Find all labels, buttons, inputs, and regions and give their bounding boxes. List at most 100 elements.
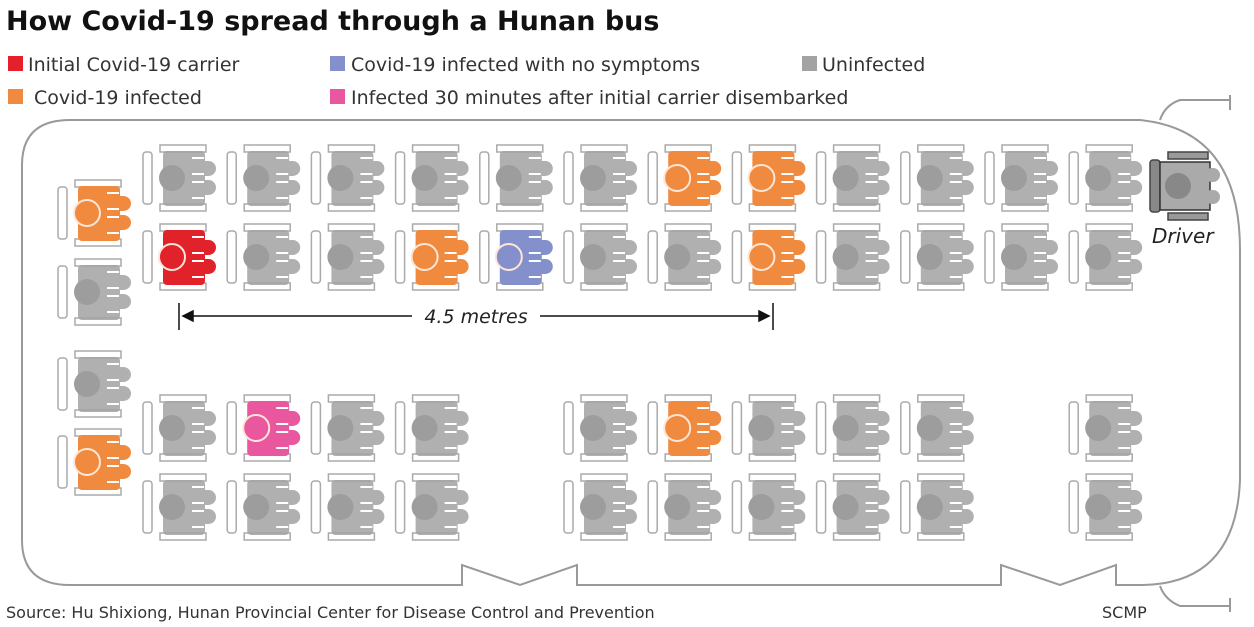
passenger-icon bbox=[494, 230, 553, 285]
legend-swatch-infected bbox=[8, 89, 23, 104]
seat-uninfected bbox=[731, 394, 806, 462]
passenger-icon bbox=[832, 480, 890, 535]
passenger-icon bbox=[663, 401, 722, 456]
passenger-icon bbox=[243, 480, 301, 535]
seat-uninfected bbox=[984, 144, 1058, 212]
passenger-icon bbox=[327, 480, 385, 535]
seat-uninfected bbox=[984, 223, 1058, 291]
seat-uninfected bbox=[900, 223, 974, 291]
page-title: How Covid-19 spread through a Hunan bus bbox=[6, 6, 659, 37]
passenger-icon bbox=[159, 401, 216, 456]
seat-uninfected bbox=[900, 144, 974, 212]
seat-asymptomatic bbox=[479, 223, 553, 291]
passenger-icon bbox=[74, 357, 131, 412]
seat-uninfected bbox=[647, 223, 722, 291]
legend-label-infected: Covid-19 infected bbox=[34, 87, 202, 109]
passenger-icon bbox=[159, 480, 216, 535]
seat-uninfected bbox=[563, 223, 637, 291]
seat-uninfected bbox=[57, 258, 131, 326]
seat-uninfected bbox=[1068, 144, 1143, 212]
seat-uninfected bbox=[900, 394, 974, 462]
passenger-icon bbox=[73, 186, 131, 241]
passenger-icon bbox=[495, 151, 553, 206]
passenger-icon bbox=[664, 230, 722, 285]
passenger-icon bbox=[1085, 151, 1143, 206]
passenger-icon bbox=[747, 151, 806, 206]
credit: SCMP bbox=[1102, 603, 1147, 622]
seat-uninfected bbox=[394, 144, 469, 212]
seat-uninfected bbox=[1068, 473, 1143, 541]
seat-uninfected bbox=[57, 350, 131, 418]
passenger-icon bbox=[411, 480, 469, 535]
passenger-icon bbox=[1085, 230, 1143, 285]
seat-uninfected bbox=[226, 144, 301, 212]
seat-uninfected bbox=[815, 394, 890, 462]
mirror-bottom bbox=[1159, 585, 1231, 612]
seat-uninfected bbox=[815, 473, 890, 541]
passenger-icon bbox=[411, 401, 469, 456]
passenger-icon bbox=[159, 151, 216, 206]
passenger-icon bbox=[1001, 151, 1058, 206]
seat-uninfected bbox=[563, 144, 637, 212]
passenger-icon bbox=[663, 151, 722, 206]
passenger-icon bbox=[73, 435, 131, 490]
seat-uninfected bbox=[900, 473, 974, 541]
seat-uninfected bbox=[563, 394, 637, 462]
legend-swatch-uninfected bbox=[802, 56, 817, 71]
seat-infected bbox=[731, 144, 806, 212]
seat-uninfected bbox=[815, 144, 890, 212]
seat-uninfected bbox=[731, 473, 806, 541]
passenger-icon bbox=[747, 230, 806, 285]
seat-uninfected bbox=[563, 473, 637, 541]
passenger-icon bbox=[748, 401, 806, 456]
seat-uninfected bbox=[1068, 394, 1143, 462]
mirror-top bbox=[1159, 95, 1231, 121]
passenger-icon bbox=[916, 230, 974, 285]
seat-infected bbox=[731, 223, 806, 291]
seat-uninfected bbox=[815, 223, 890, 291]
seat-uninfected bbox=[226, 223, 301, 291]
passenger-icon bbox=[916, 151, 974, 206]
distance-marker bbox=[178, 303, 774, 330]
seat-uninfected bbox=[647, 473, 722, 541]
passenger-icon bbox=[664, 480, 722, 535]
passenger-icon bbox=[580, 480, 637, 535]
seat-uninfected bbox=[142, 144, 216, 212]
seat-infected-after bbox=[226, 394, 301, 462]
passenger-icon bbox=[832, 230, 890, 285]
legend-swatch-asymptomatic bbox=[330, 56, 345, 71]
passenger-icon bbox=[748, 480, 806, 535]
seat-uninfected bbox=[142, 394, 216, 462]
seat-uninfected bbox=[394, 394, 469, 462]
legend-swatch-infected-after bbox=[330, 89, 345, 104]
seat-infected bbox=[647, 394, 722, 462]
passenger-icon bbox=[411, 151, 469, 206]
seat-initial-carrier bbox=[142, 223, 216, 291]
seat-infected bbox=[57, 179, 131, 247]
passenger-icon bbox=[410, 230, 469, 285]
passenger-icon bbox=[327, 151, 385, 206]
bus-outline bbox=[21, 95, 1241, 612]
seat-grid bbox=[57, 144, 1143, 541]
passenger-icon bbox=[243, 151, 301, 206]
passenger-icon bbox=[1001, 230, 1058, 285]
distance-label: 4.5 metres bbox=[424, 306, 527, 328]
seat-infected bbox=[647, 144, 722, 212]
passenger-icon bbox=[158, 230, 216, 285]
legend-label-infected-after: Infected 30 minutes after initial carrie… bbox=[351, 87, 848, 109]
passenger-icon bbox=[832, 151, 890, 206]
source-note: Source: Hu Shixiong, Hunan Provincial Ce… bbox=[6, 603, 655, 622]
driver-icon bbox=[1165, 173, 1191, 199]
seat-uninfected bbox=[310, 473, 385, 541]
seat-uninfected bbox=[1068, 223, 1143, 291]
passenger-icon bbox=[916, 401, 974, 456]
passenger-icon bbox=[327, 230, 385, 285]
driver-seat bbox=[1149, 151, 1220, 221]
passenger-icon bbox=[1085, 480, 1143, 535]
passenger-icon bbox=[243, 230, 301, 285]
seat-infected bbox=[57, 428, 131, 496]
passenger-icon bbox=[580, 151, 637, 206]
passenger-icon bbox=[916, 480, 974, 535]
passenger-icon bbox=[327, 401, 385, 456]
